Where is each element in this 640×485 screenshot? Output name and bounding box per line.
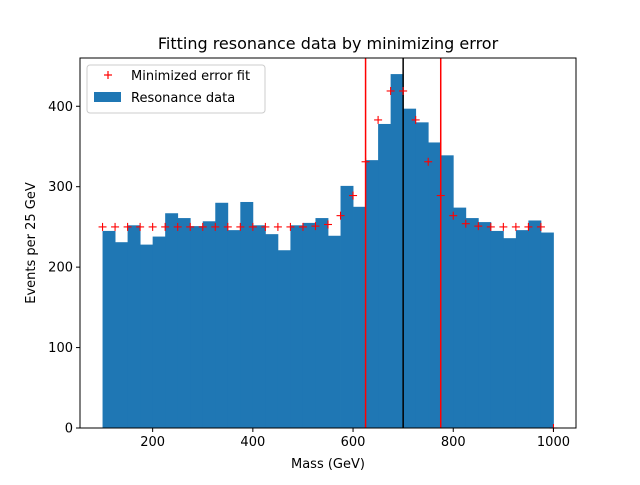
legend-data-swatch [94,92,121,102]
y-tick-label: 200 [48,261,73,276]
y-tick-label: 300 [48,180,73,195]
histogram-bar [365,160,379,428]
x-axis-ticks: 200 400 600 800 1000 [140,428,570,450]
fit-point [399,86,408,95]
histogram-bar [415,122,429,428]
fit-point [173,222,182,231]
fit-point [236,222,245,231]
fit-point [336,211,345,220]
histogram-bar [290,225,304,428]
histogram-bar [265,234,279,428]
histogram-bar [165,213,179,428]
fit-point [248,222,257,231]
histogram-bar [490,230,504,428]
legend-box [86,64,266,114]
fit-point [286,222,295,231]
histogram-bar [465,218,479,428]
histogram-bar [390,74,404,428]
histogram-bar [302,222,316,428]
y-axis-ticks: 0 100 200 300 400 [48,100,80,437]
fit-point [424,157,433,166]
histogram-bar [515,230,529,428]
histogram-bar [140,244,154,428]
fit-point [324,220,332,229]
fit-point [349,191,358,200]
histogram-bar [540,232,554,428]
histogram-bar [528,220,542,428]
histogram-bar [240,201,254,428]
histogram-bar [127,225,141,428]
fit-point [273,222,282,231]
vertical-lines [364,58,442,428]
fit-point [436,191,445,200]
histogram-bar [202,221,216,428]
x-axis-label: Mass (GeV) [291,457,365,472]
fit-point [536,222,545,231]
x-tick-label: 600 [341,435,366,450]
fit-point [211,222,220,231]
histogram-bar [453,207,467,428]
histogram-bar [277,250,291,428]
legend-fit-marker [104,71,112,79]
fit-point [261,222,270,231]
histogram-bar [353,206,366,428]
fit-point [311,222,320,231]
histogram-bar [328,235,341,428]
histogram-bar [102,230,116,428]
histogram-bar [152,236,166,428]
fit-point [298,222,307,231]
fit-point [511,222,520,231]
x-tick-label: 1000 [537,435,570,450]
fit-point [461,219,470,228]
histogram-bar [340,185,354,428]
histogram-bar [478,222,492,428]
fit-point [386,86,395,95]
histogram-bar [378,123,392,429]
fit-point [186,222,195,231]
fit-point [374,115,383,124]
histogram-bar [115,242,128,428]
fit-point [161,222,170,231]
fit-point [486,222,495,231]
fit-point [524,222,533,231]
x-tick-label: 400 [240,435,265,450]
histogram-bar [190,226,204,428]
fit-point [111,222,120,231]
fit-point [449,211,458,220]
x-tick-label: 800 [441,435,466,450]
histogram-bar [440,155,454,428]
y-tick-label: 0 [65,422,73,437]
y-tick-label: 100 [48,341,73,356]
legend-label-fit: Minimized error fit [131,69,250,84]
fit-point [361,157,370,166]
fit-point [411,115,420,124]
fit-point [474,222,483,231]
histogram-bars [102,74,554,429]
histogram-bar [315,218,329,428]
histogram-bar [403,108,417,429]
fit-point [123,222,132,231]
chart-title: Fitting resonance data by minimizing err… [158,34,499,53]
histogram-bar [503,238,517,428]
fit-point [148,222,157,231]
fit-point [223,222,232,231]
legend-label-data: Resonance data [131,91,235,106]
fit-point [198,222,207,231]
y-tick-label: 400 [48,100,73,115]
histogram-bar [227,230,241,428]
legend: Minimized error fit Resonance data [86,64,266,114]
fit-point [499,222,508,231]
fit-point [98,222,107,231]
histogram-bar [177,218,191,428]
histogram-bar [252,225,266,428]
y-axis-label: Events per 25 GeV [24,182,39,304]
plot-frame [79,57,577,429]
histogram-bar [428,142,442,428]
x-tick-label: 200 [140,435,165,450]
fit-point [136,222,145,231]
histogram-bar [215,202,229,428]
